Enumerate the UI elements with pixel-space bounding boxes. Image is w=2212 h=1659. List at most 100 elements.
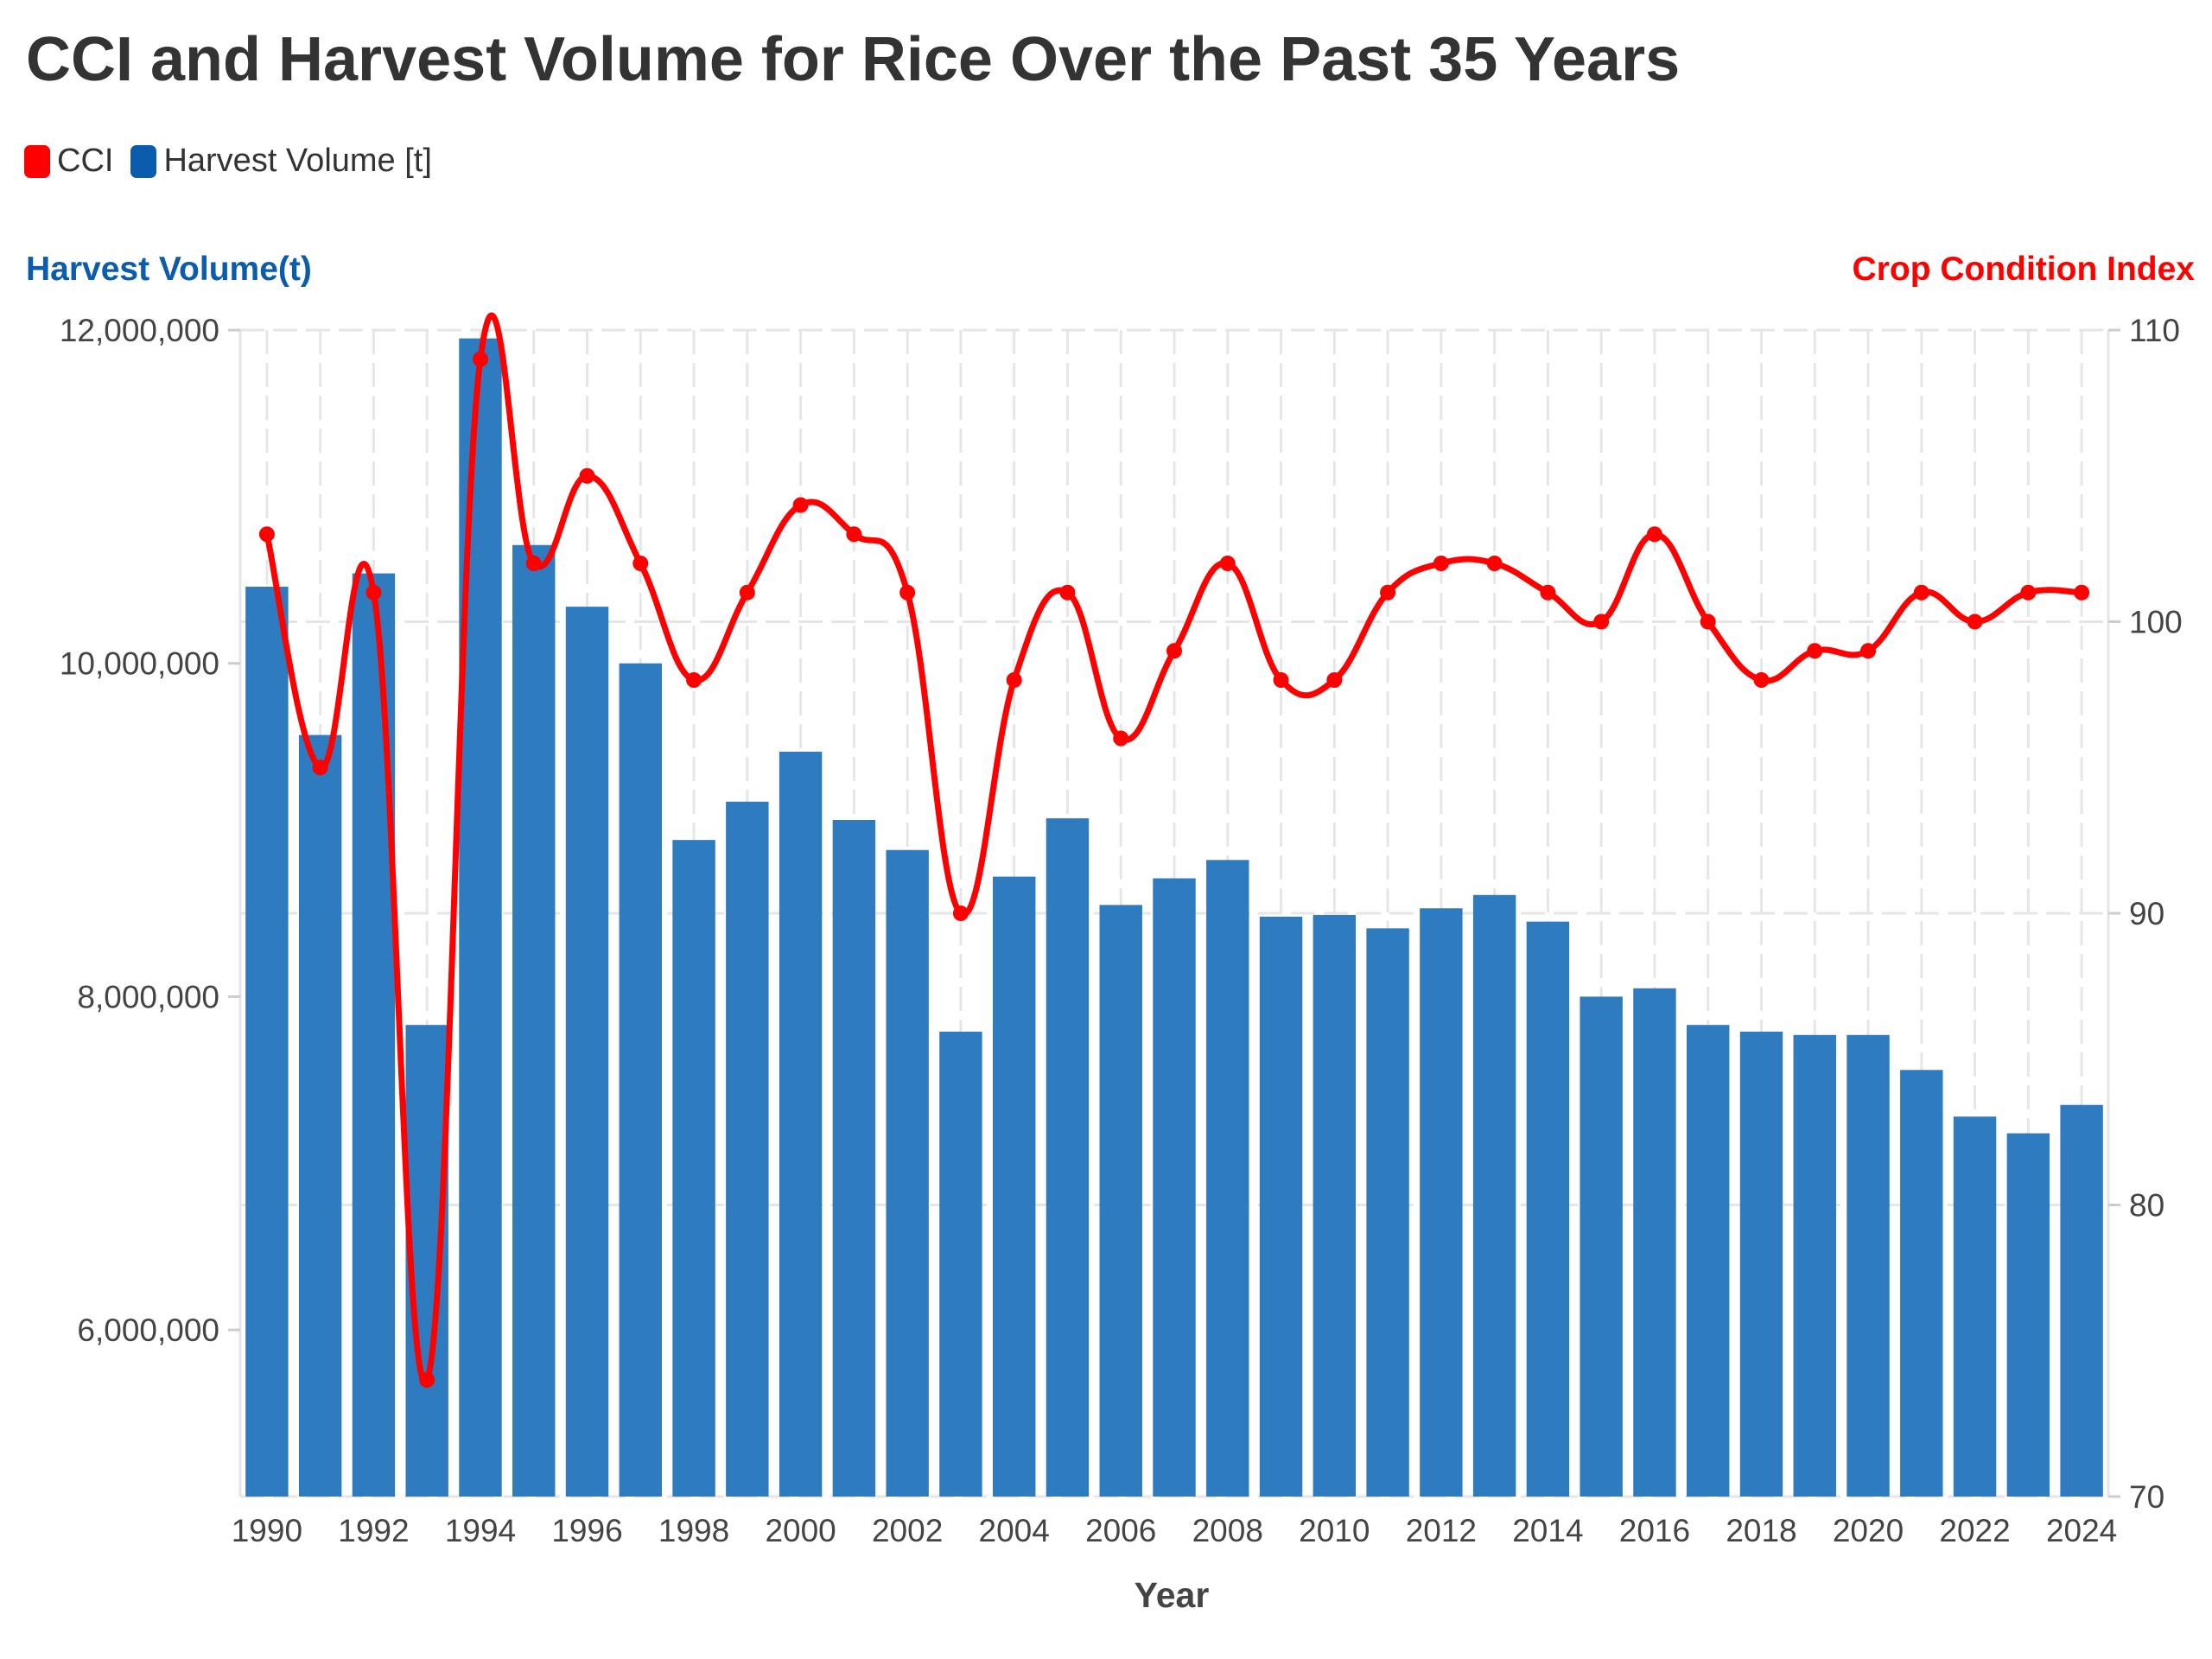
cci-point-2023 xyxy=(2020,584,2037,601)
bar-2008 xyxy=(1206,860,1249,1497)
bar-2018 xyxy=(1739,1031,1783,1497)
cci-point-2018 xyxy=(1753,672,1770,688)
x-tick-label: 2024 xyxy=(2046,1513,2117,1548)
bar-1996 xyxy=(565,607,609,1497)
cci-point-1997 xyxy=(632,556,649,571)
legend-label-cci: CCI xyxy=(57,143,114,179)
left-axis-title: Harvest Volume(t) xyxy=(26,251,312,288)
bar-2020 xyxy=(1847,1034,1890,1497)
cci-point-2021 xyxy=(1913,584,1929,601)
bar-2023 xyxy=(2006,1133,2050,1497)
x-tick-label: 2004 xyxy=(979,1513,1050,1548)
bar-2021 xyxy=(1900,1070,1943,1497)
cci-point-2004 xyxy=(1006,672,1022,688)
x-tick-label: 2022 xyxy=(1939,1513,2010,1548)
cci-point-2019 xyxy=(1807,643,1823,659)
cci-point-1998 xyxy=(686,672,702,688)
cci-point-2009 xyxy=(1273,672,1289,688)
legend-item-harvest-volume[interactable]: Harvest Volume [t] xyxy=(130,143,432,180)
cci-point-2020 xyxy=(1860,643,1877,659)
bar-2024 xyxy=(2060,1104,2103,1497)
cci-point-2001 xyxy=(846,526,862,543)
bar-1991 xyxy=(298,734,342,1497)
cci-point-2015 xyxy=(1593,613,1610,630)
bar-2009 xyxy=(1259,916,1303,1497)
bar-2004 xyxy=(992,876,1036,1497)
cci-point-2002 xyxy=(899,584,916,601)
cci-point-2024 xyxy=(2074,584,2090,601)
x-tick-label: 1994 xyxy=(445,1513,516,1548)
cci-point-2010 xyxy=(1326,672,1343,688)
x-tick-label: 2014 xyxy=(1512,1513,1583,1548)
cci-point-2007 xyxy=(1166,643,1182,659)
left-tick-label: 10,000,000 xyxy=(60,646,219,682)
right-tick-label: 70 xyxy=(2129,1479,2164,1515)
bar-2007 xyxy=(1153,878,1196,1497)
cci-point-2012 xyxy=(1433,556,1449,571)
cci-point-1994 xyxy=(472,351,488,367)
bar-2010 xyxy=(1313,914,1357,1497)
bar-2006 xyxy=(1099,905,1142,1497)
x-axis-title: Year xyxy=(1135,1575,1210,1615)
legend-item-cci[interactable]: CCI xyxy=(24,143,113,180)
right-tick-label: 100 xyxy=(2129,605,2183,640)
legend-swatch-harvest-volume xyxy=(130,144,157,178)
bar-1992 xyxy=(352,573,396,1497)
x-tick-label: 2010 xyxy=(1299,1513,1370,1548)
x-tick-label: 2006 xyxy=(1085,1513,1156,1548)
x-tick-label: 2018 xyxy=(1726,1513,1796,1548)
x-tick-label: 1998 xyxy=(658,1513,729,1548)
cci-point-2000 xyxy=(792,497,809,513)
bar-2001 xyxy=(832,820,876,1497)
left-tick-label: 12,000,000 xyxy=(60,313,219,348)
right-tick-label: 90 xyxy=(2129,896,2164,931)
legend-swatch-cci xyxy=(24,144,50,178)
right-tick-label: 110 xyxy=(2129,313,2180,348)
bar-2012 xyxy=(1420,908,1463,1497)
bar-2016 xyxy=(1633,988,1676,1497)
bar-1990 xyxy=(245,587,289,1497)
x-tick-label: 2002 xyxy=(872,1513,943,1548)
x-tick-label: 1996 xyxy=(551,1513,622,1548)
bar-1994 xyxy=(459,338,502,1497)
x-tick-label: 2012 xyxy=(1406,1513,1477,1548)
cci-point-2014 xyxy=(1540,584,1556,601)
cci-point-2011 xyxy=(1380,584,1396,601)
bar-2011 xyxy=(1366,928,1409,1497)
cci-point-1991 xyxy=(312,760,328,776)
left-tick-label: 6,000,000 xyxy=(77,1313,219,1348)
x-tick-label: 2016 xyxy=(1619,1513,1690,1548)
cci-point-2016 xyxy=(1646,526,1662,543)
right-tick-label: 80 xyxy=(2129,1188,2164,1224)
cci-line xyxy=(264,312,2082,1386)
cci-point-2008 xyxy=(1219,556,1236,571)
cci-point-2005 xyxy=(1059,584,1076,601)
cci-point-1995 xyxy=(525,556,542,571)
right-axis-title: Crop Condition Index xyxy=(1852,251,2195,288)
legend: CCI Harvest Volume [t] xyxy=(24,143,449,180)
legend-label-harvest-volume: Harvest Volume [t] xyxy=(163,143,432,179)
cci-point-1999 xyxy=(739,584,755,601)
cci-point-2006 xyxy=(1113,730,1129,747)
bar-2015 xyxy=(1580,996,1623,1497)
x-tick-label: 2020 xyxy=(1833,1513,1904,1548)
x-tick-label: 2008 xyxy=(1192,1513,1263,1548)
bar-2005 xyxy=(1046,818,1090,1497)
bar-2013 xyxy=(1472,894,1516,1497)
cci-point-1993 xyxy=(419,1372,435,1388)
cci-point-1992 xyxy=(365,584,382,601)
cci-point-2013 xyxy=(1486,556,1503,571)
cci-point-1996 xyxy=(579,467,595,484)
x-tick-label: 1992 xyxy=(338,1513,409,1548)
bar-1995 xyxy=(512,544,556,1497)
bar-1999 xyxy=(726,801,769,1497)
bar-2019 xyxy=(1793,1034,1836,1497)
left-tick-label: 8,000,000 xyxy=(77,979,219,1014)
cci-point-1990 xyxy=(258,526,275,543)
bar-1998 xyxy=(672,840,715,1497)
bar-2000 xyxy=(779,751,823,1497)
bar-2014 xyxy=(1526,921,1570,1497)
bar-2003 xyxy=(939,1031,982,1497)
chart-title: CCI and Harvest Volume for Rice Over the… xyxy=(26,25,1681,94)
